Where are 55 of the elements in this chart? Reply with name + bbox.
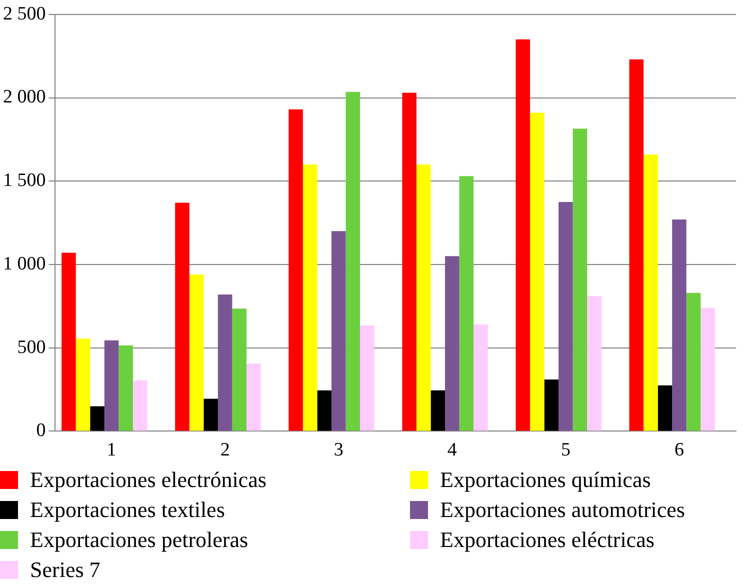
bar: [572, 128, 588, 431]
bar: [90, 406, 104, 431]
bar: [118, 345, 133, 431]
legend-label: Exportaciones eléctricas: [440, 527, 654, 553]
x-tick-label: 5: [560, 440, 570, 461]
bar: [700, 308, 715, 431]
bar: [474, 324, 488, 431]
bar: [62, 252, 76, 431]
bar: [232, 308, 246, 431]
bar: [430, 390, 446, 431]
bar: [629, 59, 644, 431]
y-tick-label: 500: [17, 336, 46, 358]
bar: [587, 296, 602, 431]
bar: [104, 340, 119, 431]
legend-label: Exportaciones textiles: [30, 497, 225, 523]
bar: [658, 385, 672, 431]
y-tick-label: 1 500: [3, 170, 46, 192]
bar: [288, 109, 303, 431]
bar: [544, 380, 559, 431]
bar: [686, 292, 701, 431]
legend-label: Exportaciones electrónicas: [30, 467, 266, 493]
legend-label: Exportaciones petroleras: [30, 527, 248, 553]
bar: [644, 154, 658, 431]
bar: [175, 202, 190, 431]
bar: [218, 294, 232, 431]
bar: [302, 164, 318, 431]
x-tick-label: 6: [674, 440, 684, 461]
y-tick-label: 2 500: [3, 3, 46, 24]
y-tick-label: 1 000: [3, 253, 46, 274]
bar: [516, 39, 530, 431]
legend-label: Exportaciones automotrices: [440, 497, 685, 523]
bar: [360, 325, 374, 431]
legend-label: Exportaciones químicas: [440, 467, 651, 493]
y-tick-label: 0: [36, 420, 46, 442]
bar: [416, 164, 431, 431]
y-tick-label: 2 000: [3, 86, 46, 108]
x-tick-label: 3: [334, 440, 344, 461]
bar: [558, 202, 573, 431]
bar: [132, 380, 148, 431]
bar: [459, 176, 474, 431]
x-tick-label: 2: [220, 440, 230, 461]
bar: [317, 390, 332, 431]
bar: [246, 364, 261, 431]
bar: [530, 112, 544, 431]
bar: [346, 92, 360, 431]
x-tick-label: 4: [447, 440, 458, 461]
bar: [189, 274, 204, 431]
bar: [672, 219, 686, 431]
bar: [402, 92, 416, 431]
bar: [204, 398, 218, 431]
x-tick-label: 1: [106, 440, 116, 461]
bar: [331, 231, 346, 431]
legend-label: Series 7: [30, 557, 100, 583]
bar: [76, 338, 90, 431]
bar: [445, 256, 460, 431]
